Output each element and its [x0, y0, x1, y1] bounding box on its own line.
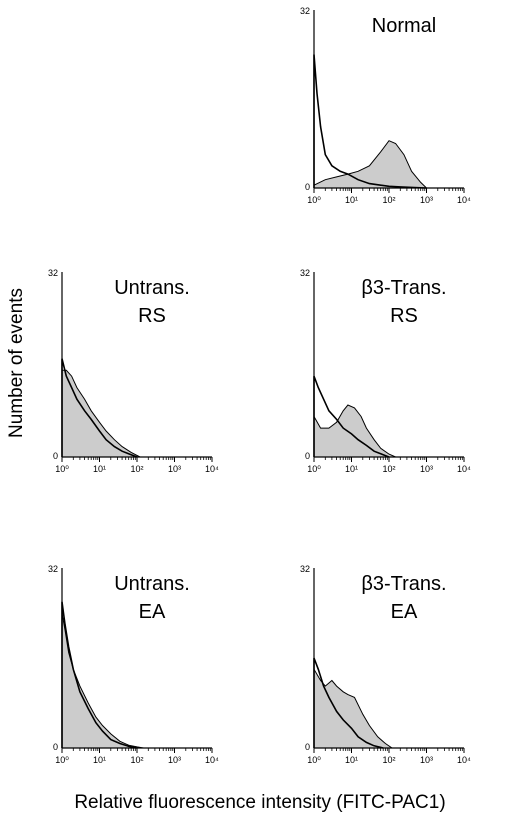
x-tick-label: 10⁰	[55, 755, 69, 765]
histogram-panel: 10⁰ 10¹ 10² 10³ 10⁴ 32 0 Normal	[300, 6, 471, 205]
histogram-outline-series	[313, 375, 390, 458]
histogram-outline-series	[313, 54, 427, 189]
y-tick-label: 32	[300, 6, 310, 16]
x-tick-label: 10¹	[345, 464, 358, 474]
x-tick-label: 10⁰	[55, 464, 69, 474]
y-tick-label: 32	[300, 268, 310, 278]
y-tick-label: 0	[305, 451, 310, 461]
histogram-panel: 10⁰ 10¹ 10² 10³ 10⁴ 32 0 Untrans. RS	[48, 268, 219, 474]
x-axis-label: Relative fluorescence intensity (FITC-PA…	[74, 792, 446, 813]
histogram-filled-series	[61, 612, 144, 749]
x-tick-label: 10¹	[345, 195, 358, 205]
histogram-outline-series	[61, 601, 138, 749]
x-tick-label: 10⁰	[307, 464, 321, 474]
x-tick-label: 10³	[168, 755, 181, 765]
y-tick-label: 32	[48, 268, 58, 278]
panel-label: Untrans.	[114, 573, 190, 595]
histogram-panel: 10⁰ 10¹ 10² 10³ 10⁴ 32 0 β3-Trans. RS	[300, 268, 471, 474]
panel-label: β3-Trans.	[361, 573, 446, 595]
y-tick-label: 32	[48, 564, 58, 574]
y-tick-label: 0	[53, 742, 58, 752]
x-tick-label: 10²	[382, 464, 395, 474]
x-tick-label: 10³	[420, 195, 433, 205]
x-tick-label: 10²	[130, 464, 143, 474]
x-tick-label: 10⁰	[307, 195, 321, 205]
histogram-panel: 10⁰ 10¹ 10² 10³ 10⁴ 32 0 Untrans. EA	[48, 564, 219, 765]
x-tick-label: 10¹	[93, 464, 106, 474]
x-tick-label: 10¹	[345, 755, 358, 765]
x-tick-label: 10³	[168, 464, 181, 474]
histogram-outline-series	[61, 358, 138, 458]
x-tick-label: 10⁴	[205, 464, 219, 474]
x-tick-label: 10⁴	[457, 195, 471, 205]
y-tick-label: 0	[305, 182, 310, 192]
panel-label: Normal	[372, 15, 436, 37]
x-tick-label: 10³	[420, 464, 433, 474]
panel-label: EA	[139, 601, 166, 623]
x-tick-label: 10⁰	[307, 755, 321, 765]
panel-label: EA	[391, 601, 418, 623]
histogram-filled-series	[313, 667, 394, 749]
x-tick-label: 10²	[382, 755, 395, 765]
y-axis-label: Number of events	[6, 288, 27, 438]
panel-label: Untrans.	[114, 277, 190, 299]
x-tick-label: 10³	[420, 755, 433, 765]
x-tick-label: 10⁴	[205, 755, 219, 765]
panel-label: RS	[390, 305, 418, 327]
histogram-filled-series	[61, 369, 141, 458]
histogram-panel: 10⁰ 10¹ 10² 10³ 10⁴ 32 0 β3-Trans. EA	[300, 564, 471, 765]
x-tick-label: 10²	[130, 755, 143, 765]
y-tick-label: 32	[300, 564, 310, 574]
histogram-filled-series	[313, 140, 428, 189]
x-tick-label: 10²	[382, 195, 395, 205]
histogram-outline-series	[313, 657, 384, 749]
histogram-filled-series	[313, 404, 396, 458]
panel-label: β3-Trans.	[361, 277, 446, 299]
y-tick-label: 0	[53, 451, 58, 461]
x-tick-label: 10¹	[93, 755, 106, 765]
x-tick-label: 10⁴	[457, 755, 471, 765]
x-tick-label: 10⁴	[457, 464, 471, 474]
y-tick-label: 0	[305, 742, 310, 752]
panel-label: RS	[138, 305, 166, 327]
